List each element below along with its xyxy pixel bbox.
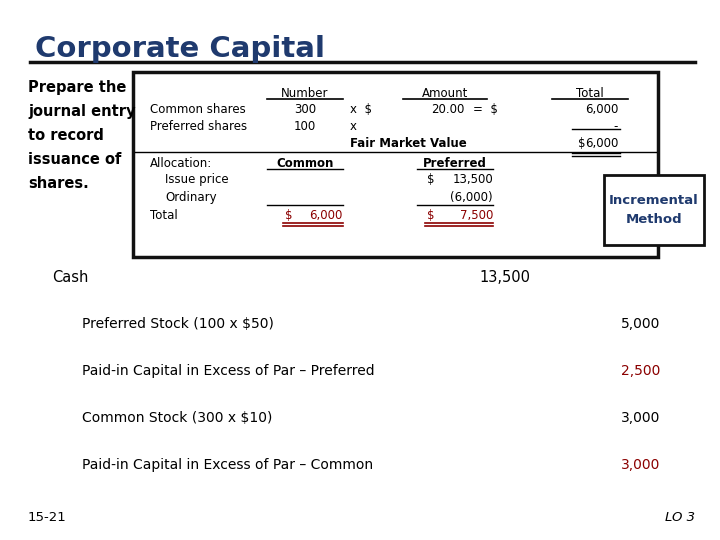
Text: x: x (350, 120, 357, 133)
Text: 6,000: 6,000 (585, 137, 618, 150)
Text: 3,000: 3,000 (621, 458, 660, 472)
Text: 300: 300 (294, 103, 316, 116)
Text: 15-21: 15-21 (28, 511, 67, 524)
Text: LO 3: LO 3 (665, 511, 695, 524)
Text: x  $: x $ (350, 103, 372, 116)
Text: Common: Common (276, 157, 333, 170)
Text: 3,000: 3,000 (621, 411, 660, 425)
Text: Preferred Stock (100 x $50): Preferred Stock (100 x $50) (82, 317, 274, 331)
Text: 20.00: 20.00 (431, 103, 465, 116)
Text: $: $ (578, 137, 585, 150)
Text: 6,000: 6,000 (310, 209, 343, 222)
Text: 13,500: 13,500 (452, 173, 493, 186)
Text: (6,000): (6,000) (451, 191, 493, 204)
Text: 6,000: 6,000 (585, 103, 618, 116)
Polygon shape (604, 175, 704, 245)
Text: Preferred: Preferred (423, 157, 487, 170)
Text: Corporate Capital: Corporate Capital (35, 35, 325, 63)
Text: Issue price: Issue price (165, 173, 229, 186)
Text: Incremental
Method: Incremental Method (609, 194, 699, 226)
Text: Total: Total (150, 209, 178, 222)
Text: Preferred shares: Preferred shares (150, 120, 247, 133)
Text: Allocation:: Allocation: (150, 157, 212, 170)
Text: 7,500: 7,500 (459, 209, 493, 222)
Text: Total: Total (576, 87, 604, 100)
Text: Number: Number (282, 87, 329, 100)
Text: Common shares: Common shares (150, 103, 246, 116)
Text: $: $ (427, 209, 434, 222)
Text: $: $ (285, 209, 292, 222)
Text: =  $: = $ (473, 103, 498, 116)
Text: 5,000: 5,000 (621, 317, 660, 331)
Text: Amount: Amount (422, 87, 468, 100)
Text: Prepare the
journal entry
to record
issuance of
shares.: Prepare the journal entry to record issu… (28, 80, 135, 191)
Text: Paid-in Capital in Excess of Par – Preferred: Paid-in Capital in Excess of Par – Prefe… (82, 364, 374, 378)
Text: Cash: Cash (52, 270, 89, 285)
Text: -: - (613, 120, 618, 133)
Text: Common Stock (300 x $10): Common Stock (300 x $10) (82, 411, 272, 425)
Text: 13,500: 13,500 (479, 270, 530, 285)
Text: 100: 100 (294, 120, 316, 133)
Text: Paid-in Capital in Excess of Par – Common: Paid-in Capital in Excess of Par – Commo… (82, 458, 373, 472)
Text: Fair Market Value: Fair Market Value (350, 137, 467, 150)
Text: 2,500: 2,500 (621, 364, 660, 378)
Text: Ordinary: Ordinary (165, 191, 217, 204)
Text: $: $ (427, 173, 434, 186)
